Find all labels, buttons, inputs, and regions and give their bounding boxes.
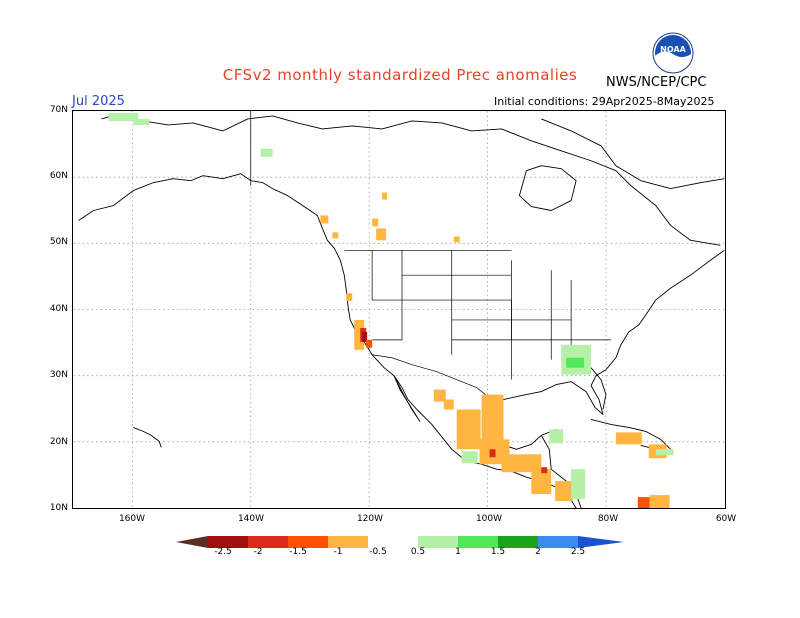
colorbar-dry-2 [208, 536, 248, 548]
chart-title: CFSv2 monthly standardized Prec anomalie… [222, 66, 578, 84]
coastlines [78, 113, 725, 508]
lat-label-30: 30N [49, 370, 68, 380]
lon-label-80w: 80W [597, 514, 619, 524]
colorbar-label: 2.5 [570, 547, 586, 557]
lat-label-70: 70N [49, 105, 68, 115]
colorbar-label: -0.5 [369, 547, 387, 557]
lon-label-120w: 120W [356, 514, 384, 524]
colorbar-dry-15 [248, 536, 288, 548]
lat-label-10: 10N [49, 503, 68, 513]
colorbar-dry-1 [288, 536, 328, 548]
colorbar-extreme-dry [176, 536, 208, 548]
agency-label: NWS/NCEP/CPC [606, 75, 707, 90]
colorbar-label: 2 [535, 547, 541, 557]
colorbar-wet-2 [538, 536, 578, 548]
colorbar-neutral [368, 536, 418, 548]
colorbar-label: -1 [333, 547, 343, 557]
colorbar-extreme-wet [578, 536, 624, 548]
map-gridlines [73, 111, 725, 508]
lat-label-50: 50N [49, 237, 68, 247]
colorbar-label: 1.5 [490, 547, 506, 557]
dry-anomalies [320, 192, 670, 508]
lat-label-40: 40N [49, 304, 68, 314]
colorbar-label: -1.5 [289, 547, 307, 557]
noaa-logo-icon: NOAA [652, 32, 694, 74]
lon-label-100w: 100W [475, 514, 503, 524]
lon-label-60w: 60W [715, 514, 737, 524]
colorbar [176, 536, 624, 548]
lat-label-60: 60N [49, 171, 68, 181]
colorbar-label: -2.5 [214, 547, 232, 557]
colorbar-wet-15 [498, 536, 538, 548]
colorbar-dry-05 [328, 536, 368, 548]
political-borders [250, 111, 611, 400]
initial-conditions: Initial conditions: 29Apr2025-8May2025 [494, 95, 715, 108]
colorbar-label: 1 [455, 547, 461, 557]
lat-label-20: 20N [49, 437, 68, 447]
anomaly-map [72, 110, 726, 509]
lon-label-160w: 160W [118, 514, 146, 524]
month-label: Jul 2025 [72, 94, 125, 109]
colorbar-label: -2 [253, 547, 263, 557]
logo-text: NOAA [660, 45, 686, 54]
lon-label-140w: 140W [237, 514, 265, 524]
colorbar-wet-05 [418, 536, 458, 548]
wet-anomalies [108, 112, 674, 500]
colorbar-wet-1 [458, 536, 498, 548]
colorbar-label: 0.5 [410, 547, 426, 557]
